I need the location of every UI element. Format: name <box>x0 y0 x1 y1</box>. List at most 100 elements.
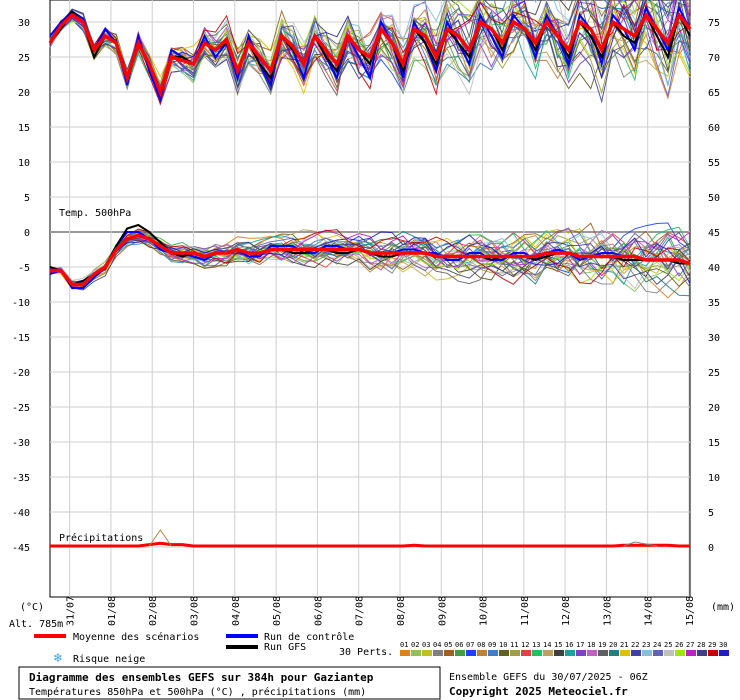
member-number: 25 <box>664 641 672 649</box>
member-swatch <box>444 650 454 656</box>
x-tick-label: 05/08 <box>272 596 283 626</box>
right-tick-label: 40 <box>708 263 720 274</box>
member-number: 05 <box>444 641 452 649</box>
footer-title: Diagramme des ensembles GEFS sur 384h po… <box>29 671 374 684</box>
right-tick-label: 30 <box>708 333 720 344</box>
x-tick-label: 13/08 <box>602 596 613 626</box>
left-tick-label: -15 <box>12 333 30 344</box>
member-number: 16 <box>565 641 573 649</box>
member-number: 09 <box>488 641 496 649</box>
member-number: 01 <box>400 641 408 649</box>
left-tick-label: 25 <box>18 53 30 64</box>
member-swatch <box>532 650 542 656</box>
member-number: 06 <box>455 641 463 649</box>
member-legend: 01 02 03 04 05 06 07 08 09 10 11 12 13 14 15 16 17 18 19 20… <box>400 641 729 656</box>
left-tick-label: 20 <box>18 88 30 99</box>
legend-snow-label: Risque neige <box>73 654 145 665</box>
member-number: 27 <box>686 641 694 649</box>
member-number: 20 <box>609 641 617 649</box>
x-tick-label: 11/08 <box>520 596 531 626</box>
precip-member-bump <box>623 541 657 547</box>
x-tick-label: 15/08 <box>685 596 696 626</box>
member-swatch <box>576 650 586 656</box>
member-number: 11 <box>510 641 518 649</box>
right-tick-label: 45 <box>708 228 720 239</box>
x-tick-label: 08/08 <box>396 596 407 626</box>
left-tick-label: -40 <box>12 508 30 519</box>
x-tick-label: 14/08 <box>644 596 655 626</box>
member-number: 28 <box>697 641 705 649</box>
legend-mean-label: Moyenne des scénarios <box>73 631 199 643</box>
member-swatch <box>587 650 597 656</box>
member-swatch <box>664 650 674 656</box>
right-tick-label: 5 <box>708 508 714 519</box>
ensemble-count-label: 30 Perts. <box>339 647 393 658</box>
member-swatch <box>653 650 663 656</box>
x-tick-label: 04/08 <box>231 596 242 626</box>
member-number: 08 <box>477 641 485 649</box>
member-swatch <box>565 650 575 656</box>
x-tick-label: 07/08 <box>355 596 366 626</box>
altitude-label: Alt. 785m <box>9 619 63 630</box>
left-tick-label: -25 <box>12 403 30 414</box>
temp500-label: Temp. 500hPa <box>59 208 131 219</box>
left-tick-label: -30 <box>12 438 30 449</box>
member-number: 24 <box>653 641 661 649</box>
member-number: 10 <box>499 641 507 649</box>
left-tick-label: 5 <box>24 193 30 204</box>
member-swatch <box>631 650 641 656</box>
member-swatch <box>411 650 421 656</box>
left-tick-label: -5 <box>18 263 30 274</box>
member-number: 13 <box>532 641 540 649</box>
x-tick-label: 01/08 <box>107 596 118 626</box>
precip-series <box>50 529 690 548</box>
right-tick-label: 70 <box>708 53 720 64</box>
member-swatch <box>697 650 707 656</box>
left-axis: 30 25 20 15 10 5 0 -5 -10 -15 -20 -25 -30 -35 -40 -45 <box>12 18 30 554</box>
member-number: 22 <box>631 641 639 649</box>
x-tick-label: 06/08 <box>313 596 324 626</box>
member-number: 26 <box>675 641 683 649</box>
member-number: 30 <box>719 641 727 649</box>
left-tick-label: -45 <box>12 543 30 554</box>
right-tick-label: 50 <box>708 193 720 204</box>
precip-mean-line <box>50 541 690 548</box>
footer-run: Ensemble GEFS du 30/07/2025 - 06Z <box>449 672 648 683</box>
member-swatch <box>422 650 432 656</box>
right-tick-label: 15 <box>708 438 720 449</box>
right-tick-label: 35 <box>708 298 720 309</box>
member-number: 15 <box>554 641 562 649</box>
member-swatch <box>455 650 465 656</box>
member-swatch <box>719 650 729 656</box>
member-swatch <box>620 650 630 656</box>
x-tick-label: 03/08 <box>190 596 201 626</box>
member-number: 04 <box>433 641 441 649</box>
member-swatch <box>477 650 487 656</box>
series-line-t850 <box>49 5 691 103</box>
left-unit-label: (°C) <box>20 602 44 613</box>
snowflake-icon: ❄ <box>53 651 63 665</box>
member-number: 21 <box>620 641 628 649</box>
member-line-850 <box>49 0 691 105</box>
precip-member-bump <box>148 529 172 547</box>
member-number: 29 <box>708 641 716 649</box>
left-tick-label: 10 <box>18 158 30 169</box>
member-number: 02 <box>411 641 419 649</box>
member-number: 14 <box>543 641 551 649</box>
x-axis: 31/07 01/08 02/08 03/08 04/08 05/08 06/08 07/08… <box>66 596 696 626</box>
member-swatch <box>609 650 619 656</box>
member-number: 03 <box>422 641 430 649</box>
legend-control-label: Run de contrôle <box>264 631 354 643</box>
member-number: 19 <box>598 641 606 649</box>
left-tick-label: 0 <box>24 228 30 239</box>
left-tick-label: -35 <box>12 473 30 484</box>
member-swatch <box>433 650 443 656</box>
member-swatch <box>400 650 410 656</box>
member-swatch <box>642 650 652 656</box>
member-swatch <box>510 650 520 656</box>
member-swatch <box>466 650 476 656</box>
right-tick-label: 75 <box>708 18 720 29</box>
series-line-t850 <box>48 11 692 98</box>
left-tick-label: -20 <box>12 368 30 379</box>
left-tick-label: 30 <box>18 18 30 29</box>
